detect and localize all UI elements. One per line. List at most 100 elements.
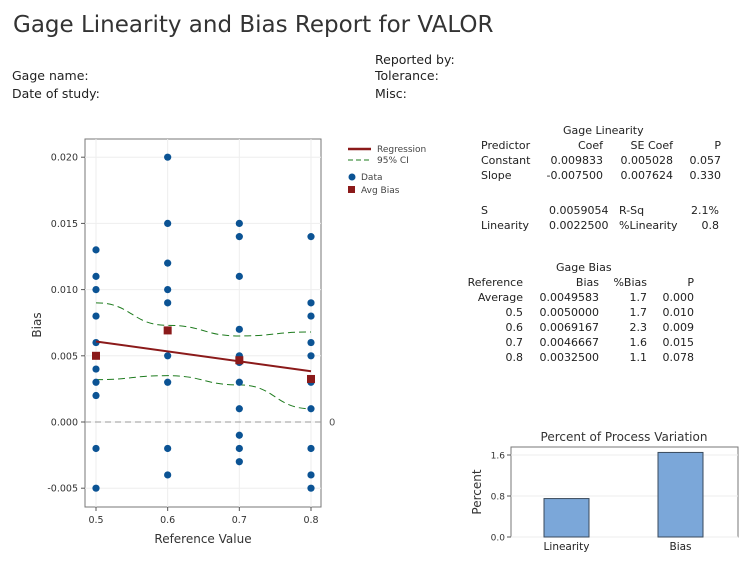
table-cell: 0.015 — [662, 336, 695, 349]
data-point — [164, 259, 172, 267]
bar-y-axis-label: Percent — [470, 469, 484, 514]
data-point — [235, 378, 243, 386]
table-cell: 0.078 — [662, 351, 695, 364]
table-cell: 2.1% — [691, 204, 719, 217]
table-header: SE Coef — [630, 139, 673, 152]
legend-ci-label: 95% CI — [377, 156, 409, 166]
table-cell: Slope — [481, 169, 512, 182]
table-cell: -0.007500 — [546, 169, 603, 182]
x-tick-label: 0.8 — [303, 515, 318, 526]
bar-category-label: Linearity — [544, 541, 590, 553]
table-header: Coef — [577, 139, 603, 152]
table-header: Bias — [575, 276, 599, 289]
x-tick-label: 0.7 — [232, 515, 247, 526]
data-point — [307, 338, 315, 347]
avg-bias-marker — [163, 326, 172, 335]
table-cell: 0.0049583 — [539, 291, 600, 304]
x-axis-label: Reference Value — [154, 532, 251, 546]
table-header: P — [714, 139, 721, 152]
table-cell: Linearity — [481, 219, 530, 232]
table-cell: 0.8 — [701, 219, 720, 232]
data-point — [307, 444, 315, 453]
data-point — [235, 431, 243, 439]
table-cell: 0.0046667 — [539, 336, 600, 349]
data-point — [307, 484, 315, 492]
table-cell: S — [481, 204, 488, 217]
table-cell: 0.010 — [662, 306, 695, 319]
table-cell: 1.1 — [629, 351, 648, 364]
y-tick-label: -0.005 — [47, 484, 78, 495]
bar-linearity — [543, 498, 590, 538]
bar-bias — [657, 451, 704, 538]
data-point — [235, 219, 243, 227]
bar-category-label: Bias — [669, 541, 691, 553]
data-point — [92, 246, 100, 254]
table-cell: 0.000 — [662, 291, 695, 304]
y-tick-label: 0.005 — [51, 351, 78, 362]
data-point — [307, 299, 315, 307]
table-cell: Average — [477, 291, 523, 304]
table-cell: 0.330 — [689, 169, 722, 182]
table-cell: 0.0069167 — [539, 321, 600, 334]
avg-bias-marker — [92, 351, 100, 360]
y-tick-label: 0.020 — [51, 153, 78, 164]
legend-avg-bias-label: Avg Bias — [361, 186, 400, 196]
table-cell: 0.0050000 — [539, 306, 600, 319]
table-cell: 0.0059054 — [549, 204, 609, 217]
data-point — [164, 352, 172, 360]
table-cell: Constant — [481, 154, 531, 167]
table-header: Reference — [467, 276, 523, 289]
data-point — [235, 325, 243, 333]
table-cell: 1.6 — [629, 336, 648, 349]
data-point — [92, 312, 100, 320]
data-point — [164, 219, 172, 227]
reported-by-label: Reported by: — [375, 52, 455, 67]
bar-chart-title: Percent of Process Variation — [541, 430, 708, 444]
bar-y-tick-label: 1.6 — [491, 452, 506, 462]
data-point — [92, 378, 100, 386]
table-cell: R-Sq — [619, 204, 645, 217]
data-point — [307, 233, 315, 241]
table-cell: 0.005028 — [620, 154, 674, 167]
table-header: Predictor — [481, 139, 531, 152]
table-header: %Bias — [613, 276, 647, 289]
data-point — [92, 444, 100, 453]
table-cell: 2.3 — [629, 321, 648, 334]
regression-line — [95, 340, 312, 373]
legend-data-label: Data — [361, 173, 383, 183]
data-point — [307, 471, 315, 479]
data-point — [92, 391, 100, 400]
avg-bias-marker — [307, 374, 315, 383]
table-cell: 0.0022500 — [549, 219, 609, 232]
data-point — [164, 444, 172, 453]
data-point — [235, 233, 243, 241]
data-point — [92, 272, 100, 280]
data-point — [164, 299, 172, 307]
gage-linearity-title: Gage Linearity — [563, 124, 644, 137]
data-point — [307, 352, 315, 360]
legend-avg-bias-swatch — [348, 186, 355, 193]
gage-name-label: Gage name: — [12, 68, 89, 83]
x-tick-label: 0.5 — [88, 515, 103, 526]
y-tick-label: 0.000 — [51, 418, 78, 429]
data-point — [164, 471, 172, 479]
data-point — [164, 286, 172, 294]
bar-y-tick-label: 0.0 — [491, 534, 506, 544]
table-cell: 0.007624 — [620, 169, 674, 182]
gage-bias-title: Gage Bias — [556, 261, 612, 274]
table-cell: %Linearity — [619, 219, 678, 232]
table-cell: 0.057 — [689, 154, 722, 167]
data-point — [307, 312, 315, 320]
table-cell: 0.5 — [505, 306, 524, 319]
data-point — [92, 484, 100, 492]
table-cell: 1.7 — [629, 306, 648, 319]
y-axis-label: Bias — [30, 312, 44, 337]
table-cell: 0.0032500 — [539, 351, 600, 364]
ci-lower-line — [95, 375, 312, 410]
table-cell: 0.6 — [505, 321, 524, 334]
data-point — [235, 458, 243, 466]
bar-y-tick-label: 0.8 — [491, 493, 506, 503]
ci-upper-line — [95, 302, 312, 337]
legend: Regression 95% CI Data Avg Bias — [348, 145, 426, 196]
